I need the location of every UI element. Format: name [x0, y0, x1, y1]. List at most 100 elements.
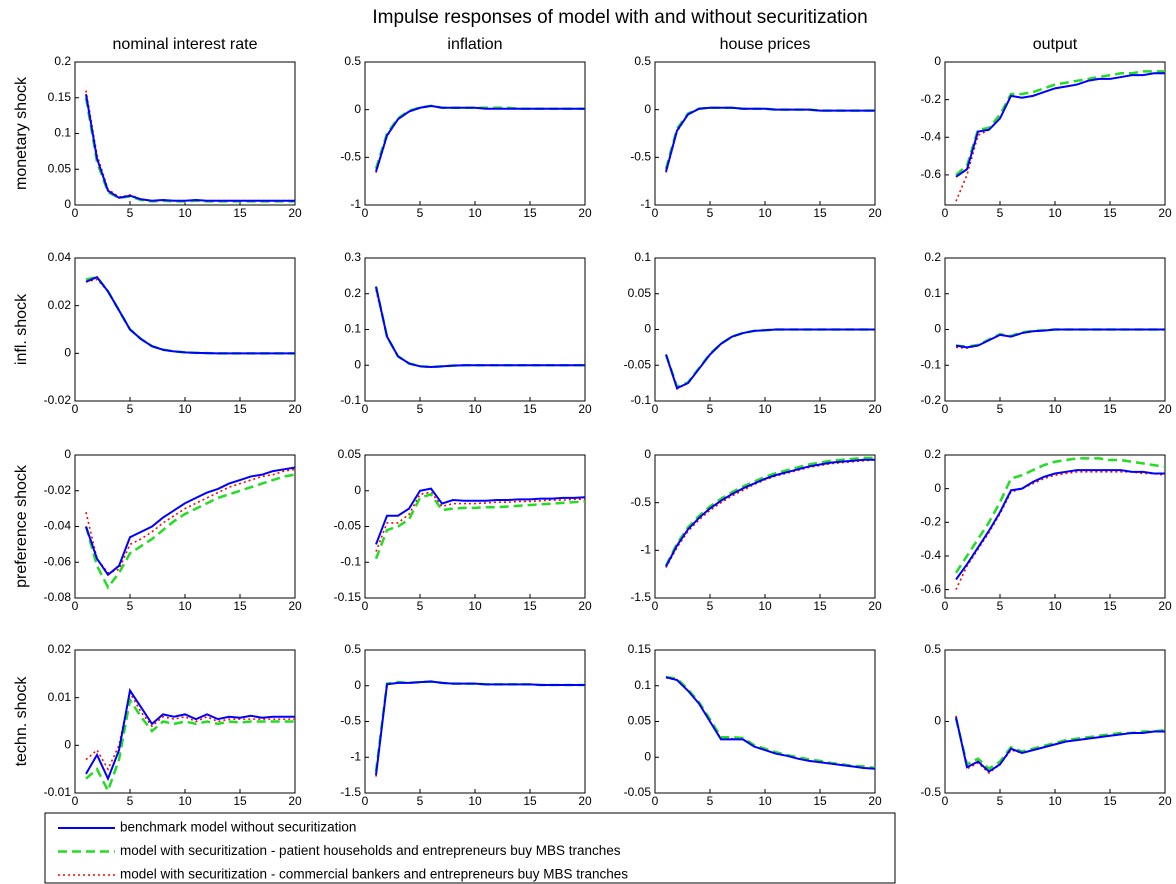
- x-tick-label: 15: [813, 599, 827, 613]
- y-tick-label: -0.4: [920, 548, 941, 562]
- x-tick-label: 20: [578, 599, 592, 613]
- x-tick-label: 0: [942, 402, 949, 416]
- plot-area: [944, 454, 1166, 599]
- x-tick-label: 20: [578, 794, 592, 808]
- x-tick-label: 10: [1048, 206, 1062, 220]
- x-tick-label: 5: [417, 794, 424, 808]
- row-title: infl. shock: [13, 293, 30, 365]
- x-tick-label: 15: [1103, 206, 1117, 220]
- y-tick-label: 0.05: [628, 714, 652, 728]
- y-tick-label: 0: [934, 714, 941, 728]
- x-tick-label: 5: [127, 402, 134, 416]
- x-tick-label: 15: [1103, 402, 1117, 416]
- y-tick-label: -0.01: [44, 785, 72, 799]
- x-tick-label: 0: [362, 206, 369, 220]
- y-tick-label: 0: [934, 322, 941, 336]
- x-tick-label: 0: [652, 206, 659, 220]
- series-line: [375, 286, 585, 369]
- series-line: [375, 104, 585, 172]
- x-tick-label: 5: [417, 599, 424, 613]
- x-tick-label: 20: [868, 794, 882, 808]
- series-line: [85, 468, 296, 574]
- x-tick-label: 0: [362, 794, 369, 808]
- figure-title: Impulse responses of model with and with…: [372, 7, 867, 28]
- y-tick-label: 0.02: [48, 298, 72, 312]
- y-tick-label: 0.5: [634, 54, 651, 68]
- y-tick-label: -1.5: [630, 590, 651, 604]
- x-tick-label: 10: [178, 402, 192, 416]
- x-tick-label: 20: [578, 402, 592, 416]
- y-tick-label: -1: [640, 197, 651, 211]
- y-tick-label: 0.1: [634, 250, 651, 264]
- series-line: [85, 687, 295, 782]
- y-tick-label: -0.5: [920, 785, 941, 799]
- x-tick-label: 15: [233, 402, 247, 416]
- x-tick-label: 10: [758, 206, 772, 220]
- x-tick-label: 0: [72, 206, 79, 220]
- y-tick-label: 0: [644, 102, 651, 116]
- x-tick-label: 5: [127, 206, 134, 220]
- x-tick-label: 15: [813, 206, 827, 220]
- x-tick-label: 0: [942, 599, 949, 613]
- x-tick-label: 10: [468, 402, 482, 416]
- series-line: [85, 275, 295, 355]
- y-tick-label: -0.2: [920, 92, 941, 106]
- x-tick-label: 5: [997, 402, 1004, 416]
- y-tick-label: 0.5: [924, 642, 941, 656]
- x-tick-label: 10: [468, 794, 482, 808]
- series-line: [955, 469, 1165, 581]
- x-tick-label: 20: [1158, 794, 1172, 808]
- series-line: [665, 328, 875, 390]
- y-tick-label: 0: [64, 197, 71, 211]
- series-line: [954, 457, 1166, 574]
- x-tick-label: 15: [523, 402, 537, 416]
- series-line: [85, 466, 296, 577]
- x-tick-label: 5: [417, 206, 424, 220]
- x-tick-label: 15: [233, 206, 247, 220]
- y-tick-label: 0: [354, 357, 361, 371]
- series-line: [375, 491, 585, 552]
- series-line: [665, 676, 876, 770]
- x-tick-label: 10: [178, 794, 192, 808]
- x-tick-label: 15: [1103, 794, 1117, 808]
- x-tick-label: 15: [523, 206, 537, 220]
- x-tick-label: 15: [233, 794, 247, 808]
- y-tick-label: -0.05: [334, 519, 362, 533]
- y-tick-label: 0.02: [48, 642, 72, 656]
- x-tick-label: 15: [523, 794, 537, 808]
- series-line: [375, 487, 586, 545]
- series-line: [374, 492, 586, 560]
- y-tick-label: 0.05: [628, 286, 652, 300]
- y-tick-label: 0.15: [628, 642, 652, 656]
- x-tick-label: 20: [1158, 402, 1172, 416]
- x-tick-label: 5: [997, 599, 1004, 613]
- y-tick-label: -1: [640, 543, 651, 557]
- series-line: [665, 106, 875, 172]
- x-tick-label: 0: [652, 794, 659, 808]
- x-tick-label: 20: [868, 206, 882, 220]
- y-tick-label: 0.5: [344, 54, 361, 68]
- series-line: [375, 680, 585, 776]
- y-tick-label: -0.15: [334, 590, 362, 604]
- row-title: preference shock: [13, 464, 30, 588]
- x-tick-label: 10: [758, 794, 772, 808]
- y-tick-label: 0.1: [54, 126, 71, 140]
- column-title: output: [1033, 36, 1078, 53]
- x-tick-label: 5: [417, 402, 424, 416]
- x-tick-label: 0: [72, 794, 79, 808]
- y-tick-label: 0.2: [924, 447, 941, 461]
- series-line: [955, 328, 1165, 349]
- y-tick-label: 0: [354, 678, 361, 692]
- series-line: [955, 716, 1165, 773]
- x-tick-label: 0: [362, 402, 369, 416]
- series-line: [955, 70, 1165, 176]
- column-title: house prices: [720, 36, 811, 53]
- legend-box: [44, 812, 896, 884]
- y-tick-label: 0: [644, 447, 651, 461]
- x-tick-label: 0: [652, 599, 659, 613]
- y-tick-label: -0.1: [340, 393, 361, 407]
- y-tick-label: -0.4: [920, 129, 941, 143]
- y-tick-label: -0.5: [630, 495, 651, 509]
- y-tick-label: 0: [644, 322, 651, 336]
